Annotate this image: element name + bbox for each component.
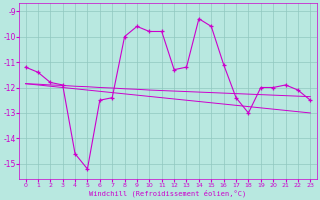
X-axis label: Windchill (Refroidissement éolien,°C): Windchill (Refroidissement éolien,°C) [89,189,246,197]
